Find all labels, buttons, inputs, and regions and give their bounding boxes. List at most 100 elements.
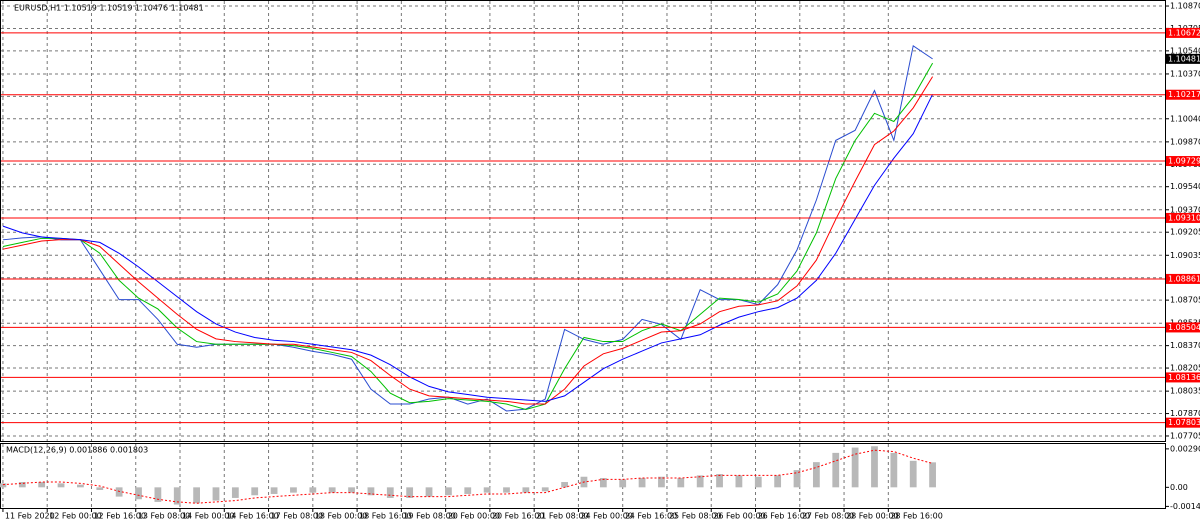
x-tick-label: 24 Feb 00:00	[580, 512, 632, 521]
y-tick-label: 1.08035	[1170, 387, 1200, 396]
y-tick-label: 1.09035	[1170, 251, 1200, 260]
y-tick-label: 1.07705	[1170, 431, 1200, 440]
macd-bar	[193, 487, 201, 504]
macd-bar	[367, 487, 375, 496]
x-tick-label: 19 Feb 08:00	[403, 512, 455, 521]
y-tick-label: 1.09540	[1170, 182, 1200, 191]
level-label: 1.09310	[1166, 212, 1200, 223]
level-label-text: 1.08136	[1168, 373, 1200, 382]
macd-bar	[503, 487, 510, 493]
macd-bar	[929, 462, 936, 488]
macd-bar	[754, 476, 762, 488]
macd-bar	[541, 487, 549, 492]
macd-bar	[677, 478, 685, 488]
level-label-text: 1.07803	[1168, 418, 1200, 427]
x-tick-label: 14 Feb 16:00	[226, 512, 278, 521]
x-tick-label: 11 Feb 2020	[5, 512, 55, 521]
y-tick-label: 0.00	[1170, 483, 1188, 492]
moving-average	[2, 76, 934, 405]
level-label: 1.09729	[1166, 156, 1200, 167]
macd-bar	[154, 487, 162, 502]
macd-bar	[406, 487, 414, 498]
x-tick-label: 12 Feb 16:00	[93, 512, 145, 521]
x-tick-label: 26 Feb 00:00	[713, 512, 765, 521]
macd-bar	[348, 487, 355, 493]
level-label-box	[1166, 27, 1200, 38]
y-tick-label: 1.10370	[1170, 69, 1200, 78]
y-tick-label: 1.09370	[1170, 205, 1200, 214]
y-tick-label: 1.09870	[1170, 137, 1200, 146]
x-tick-label: 28 Feb 00:00	[846, 512, 898, 521]
macd-bar	[812, 462, 820, 488]
y-tick-label: -0.001439	[1170, 502, 1200, 511]
macd-bar	[18, 482, 26, 488]
x-tick-label: 13 Feb 08:00	[138, 512, 190, 521]
macd-bar	[0, 483, 7, 488]
macd-bar	[38, 482, 46, 488]
macd-bar	[483, 487, 491, 493]
macd-bar	[871, 446, 878, 488]
y-tick-label: 1.07870	[1170, 409, 1200, 418]
level-label-box	[1166, 372, 1200, 383]
y-tick-label: 1.10870	[1170, 2, 1200, 11]
macd-bar	[619, 479, 627, 488]
y-tick-label: 1.10040	[1170, 114, 1200, 123]
macd-bar	[135, 487, 142, 500]
macd-bar	[386, 487, 394, 498]
level-label-text: 1.09729	[1168, 157, 1200, 166]
macd-bar	[425, 487, 433, 497]
macd-signal	[2, 449, 933, 504]
level-label-box	[1166, 212, 1200, 223]
macd-bar	[328, 487, 336, 493]
macd-bar	[696, 475, 704, 488]
grid	[1, 1, 1165, 508]
main-panel	[0, 0, 1166, 442]
x-tick-label: 20 Feb 16:00	[492, 512, 544, 521]
macd-title: MACD(12,26,9) 0.001886 0.001803	[6, 446, 148, 455]
y-tick-label: 0.002902	[1170, 444, 1200, 453]
level-label-text: 1.10217	[1168, 90, 1200, 99]
macd-bar	[464, 487, 472, 494]
level-label: 1.10217	[1166, 89, 1200, 100]
level-label-box	[1166, 273, 1200, 284]
macd-bar	[774, 475, 782, 488]
level-label-text: 1.09310	[1168, 213, 1200, 222]
level-label-box	[1166, 89, 1200, 100]
macd-bar	[851, 447, 859, 488]
x-tick-label: 25 Feb 08:00	[669, 512, 721, 521]
macd-bar	[735, 475, 743, 488]
level-label-text: 1.08504	[1168, 323, 1200, 332]
macd-bar	[638, 478, 646, 488]
macd-bar	[445, 487, 452, 496]
macd-bar	[290, 487, 297, 493]
x-tick-label: 18 Feb 00:00	[315, 512, 367, 521]
macd-bar	[890, 452, 898, 488]
level-label: 1.08861	[1166, 273, 1200, 284]
macd-bar	[251, 487, 259, 496]
x-tick-label: 14 Feb 00:00	[182, 512, 234, 521]
price-line	[2, 44, 933, 412]
y-tick-label: 1.10540	[1170, 46, 1200, 55]
level-label-box	[1166, 322, 1200, 333]
macd-bar	[599, 478, 607, 488]
level-label: 1.08504	[1166, 322, 1200, 333]
y-tick-label: 1.08705	[1170, 296, 1200, 305]
macd-bar	[909, 460, 917, 488]
level-label: 1.07803	[1166, 417, 1200, 428]
moving-average	[2, 94, 934, 402]
level-label: 1.08136	[1166, 372, 1200, 383]
x-tick-label: 20 Feb 00:00	[448, 512, 500, 521]
macd-bar	[522, 487, 530, 493]
x-tick-label: 18 Feb 16:00	[359, 512, 411, 521]
macd-bar	[96, 487, 104, 490]
level-label-box	[1166, 156, 1200, 167]
moving-average	[2, 62, 934, 411]
current-price-box	[1166, 53, 1200, 64]
macd-bar	[212, 487, 220, 501]
level-label-box	[1166, 417, 1200, 428]
macd-bar	[658, 476, 665, 488]
current-price: 1.10481	[1166, 53, 1200, 64]
macd-bar	[832, 452, 840, 488]
x-tick-label: 24 Feb 16:00	[625, 512, 677, 521]
